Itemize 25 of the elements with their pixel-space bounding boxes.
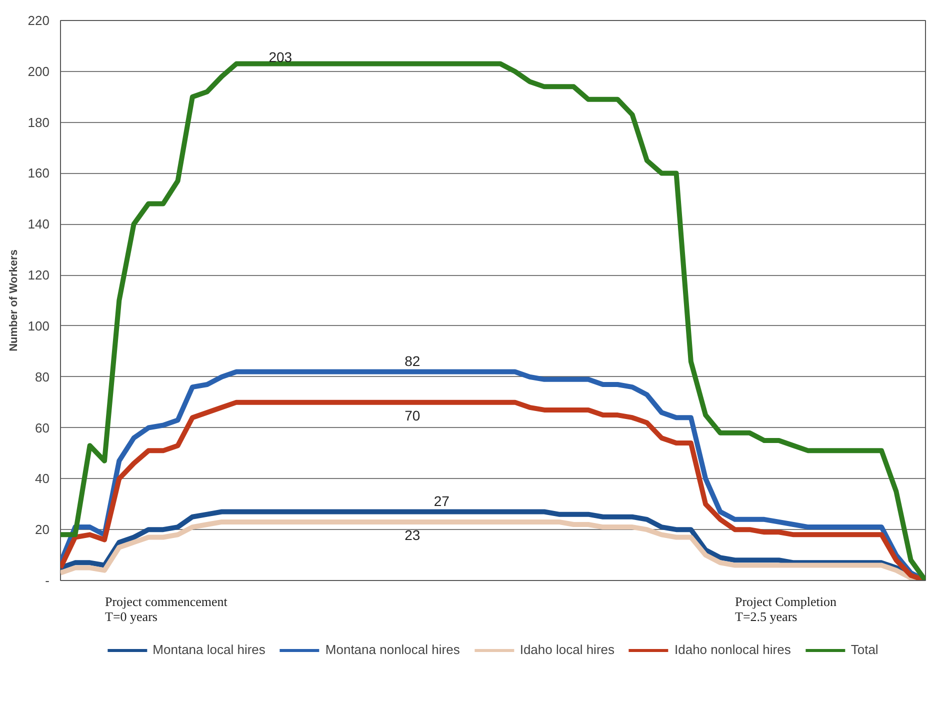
data-label: 23 <box>404 526 420 543</box>
y-axis-title: Number of Workers <box>8 250 20 352</box>
y-tick-label: 180 <box>28 114 50 130</box>
y-tick-label: 120 <box>28 268 50 283</box>
text: Project commencement T=0 years <box>105 594 228 625</box>
y-tick-label: 40 <box>35 471 50 486</box>
data-label: 70 <box>404 407 420 424</box>
data-label: 82 <box>404 352 420 369</box>
y-tick-label: 220 <box>28 13 50 28</box>
y-tick-label: 100 <box>28 318 50 334</box>
legend-label: Total <box>850 642 878 658</box>
text: Project Completion T=2.5 years <box>735 594 836 625</box>
y-tick-label: 140 <box>28 216 50 232</box>
data-label: 203 <box>268 48 292 65</box>
y-tick-label: 160 <box>28 166 50 181</box>
legend-label: Idaho local hires <box>520 642 614 658</box>
y-tick-label: 80 <box>35 369 50 384</box>
legend-label: Montana local hires <box>152 642 266 658</box>
y-tick-label: - <box>45 573 50 588</box>
legend-label: Montana nonlocal hires <box>325 642 460 658</box>
y-tick-label: 60 <box>35 420 50 436</box>
data-label: 27 <box>434 492 450 509</box>
y-tick-label: 200 <box>28 64 50 79</box>
y-tick-label: 20 <box>35 522 50 538</box>
legend-label: Idaho nonlocal hires <box>674 642 791 658</box>
